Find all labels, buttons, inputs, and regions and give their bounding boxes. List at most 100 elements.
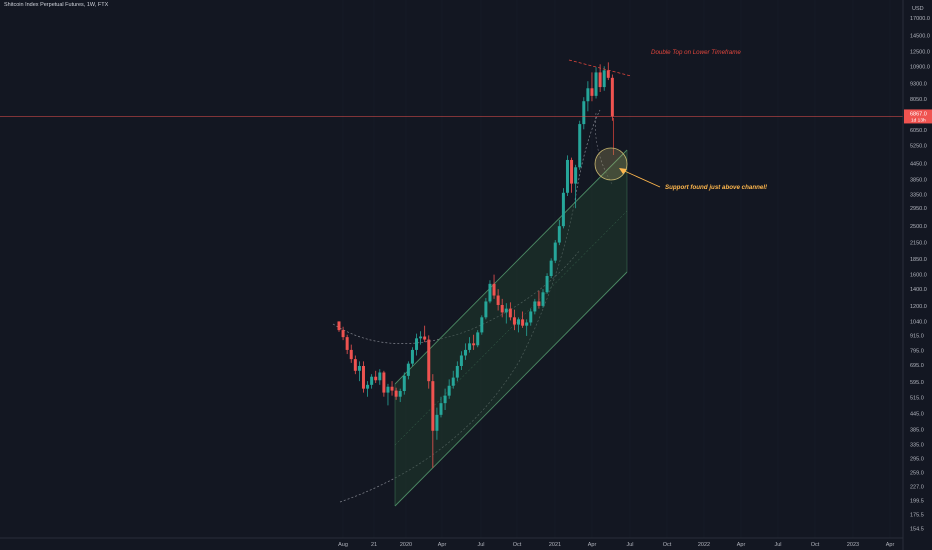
candle-body bbox=[582, 101, 586, 125]
candle-body bbox=[345, 337, 349, 350]
candle-body bbox=[476, 332, 480, 346]
countdown-label: 1d 13h bbox=[911, 117, 926, 123]
candle-body bbox=[590, 88, 594, 96]
candle-body bbox=[541, 292, 545, 306]
candle-body bbox=[427, 339, 431, 382]
symbol-header[interactable]: Shitcoin Index Perpetual Futures, 1W, FT… bbox=[4, 2, 108, 8]
candle-body bbox=[586, 88, 590, 102]
candle-body bbox=[435, 414, 439, 431]
candle-body bbox=[394, 390, 398, 397]
time-tick-label: 2022 bbox=[698, 542, 710, 548]
candlestick-series bbox=[337, 62, 614, 468]
candle-body bbox=[349, 349, 353, 360]
time-axis[interactable]: Aug 21 2020 Apr Jul Oct 2021 Apr Jul Oct 2022 Apr Ju… bbox=[0, 537, 903, 548]
time-tick-label: Apr bbox=[588, 542, 597, 548]
price-tick-label: 12500.0 bbox=[910, 49, 930, 55]
current-price-label: 6867.0 bbox=[910, 111, 927, 117]
price-tick-label: 259.0 bbox=[910, 470, 924, 476]
candle-body bbox=[451, 377, 455, 386]
candle-body bbox=[529, 311, 533, 323]
header-separator: , bbox=[83, 2, 87, 8]
candle-body bbox=[390, 386, 394, 391]
candle-body bbox=[378, 372, 382, 381]
candle-body bbox=[610, 77, 614, 117]
time-tick-label: Aug bbox=[338, 542, 348, 548]
time-tick-label: Jul bbox=[774, 542, 781, 548]
candle-body bbox=[353, 359, 357, 371]
candle-body bbox=[500, 304, 504, 313]
support-annotation[interactable]: Support found just above channel! bbox=[665, 184, 767, 191]
candle-body bbox=[374, 376, 378, 381]
price-tick-label: 14500.0 bbox=[910, 33, 930, 39]
candle-body bbox=[537, 301, 541, 306]
candle-body bbox=[606, 70, 610, 78]
price-tick-label: 1040.0 bbox=[910, 319, 927, 325]
candle-body bbox=[602, 70, 606, 88]
price-tick-label: 1850.0 bbox=[910, 257, 927, 263]
candle-body bbox=[443, 395, 447, 404]
candle-body bbox=[578, 124, 582, 168]
price-tick-label: 2500.0 bbox=[910, 224, 927, 230]
candle-body bbox=[517, 319, 521, 325]
candle-body bbox=[480, 317, 484, 333]
time-tick-label: Apr bbox=[886, 542, 895, 548]
candle-body bbox=[382, 372, 386, 393]
time-tick-label: 2020 bbox=[400, 542, 412, 548]
candle-body bbox=[386, 386, 390, 393]
price-tick-label: 10900.0 bbox=[910, 64, 930, 70]
channel-mid-line bbox=[394, 210, 628, 446]
double-top-annotation[interactable]: Double Top on Lower Timeframe bbox=[651, 49, 741, 56]
candle-body bbox=[557, 226, 561, 243]
current-price-badge bbox=[904, 109, 932, 124]
candle-body bbox=[521, 319, 525, 326]
ascending-channel[interactable] bbox=[394, 149, 628, 507]
candle-body bbox=[504, 308, 508, 313]
price-tick-label: 2950.0 bbox=[910, 206, 927, 212]
candle-body bbox=[366, 384, 370, 389]
time-tick-label: Oct bbox=[663, 542, 672, 548]
candle-body bbox=[488, 283, 492, 302]
price-tick-label: 1400.0 bbox=[910, 287, 927, 293]
price-tick-label: 915.0 bbox=[910, 333, 924, 339]
candle-body bbox=[468, 343, 472, 350]
right-curve-trendline bbox=[595, 112, 613, 185]
price-tick-label: 9300.0 bbox=[910, 82, 927, 88]
price-tick-label: 385.0 bbox=[910, 427, 924, 433]
support-arrow-line bbox=[619, 168, 661, 188]
price-tick-label: 5250.0 bbox=[910, 144, 927, 150]
candle-body bbox=[463, 349, 467, 356]
candle-body bbox=[594, 72, 598, 96]
candle-body bbox=[447, 385, 451, 396]
price-tick-label: 2150.0 bbox=[910, 241, 927, 247]
price-tick-label: 515.0 bbox=[910, 396, 924, 402]
price-tick-label: 295.0 bbox=[910, 456, 924, 462]
currency-label: USD bbox=[912, 6, 924, 12]
candle-body bbox=[415, 338, 419, 350]
candle-body bbox=[570, 159, 574, 184]
double-top-line bbox=[568, 59, 632, 77]
candle-body bbox=[525, 322, 529, 326]
price-tick-label: 4450.0 bbox=[910, 162, 927, 168]
candle-body bbox=[439, 403, 443, 415]
header-separator: , bbox=[94, 2, 98, 8]
price-axis[interactable]: 154.5 175.5 199.5 227.0 259.0 295.0 335.0 385.0… bbox=[902, 0, 930, 550]
time-tick-label: Jul bbox=[477, 542, 484, 548]
candle-body bbox=[341, 330, 345, 338]
price-tick-label: 17000.0 bbox=[910, 16, 930, 22]
time-tick-label: Oct bbox=[811, 542, 820, 548]
candle-body bbox=[370, 376, 374, 385]
candle-body bbox=[565, 159, 569, 193]
annotation-drawings[interactable]: 6867.01d 13h bbox=[0, 59, 932, 188]
candle-body bbox=[545, 276, 549, 293]
candle-body bbox=[357, 365, 361, 371]
channel-upper-line bbox=[394, 149, 628, 385]
candle-body bbox=[492, 283, 496, 296]
time-tick-label: 2023 bbox=[847, 542, 859, 548]
price-tick-label: 154.5 bbox=[910, 527, 924, 533]
candle-body bbox=[406, 363, 410, 376]
time-tick-label: 21 bbox=[371, 542, 377, 548]
candle-body bbox=[459, 355, 463, 366]
candle-body bbox=[472, 343, 476, 346]
price-tick-label: 175.5 bbox=[910, 513, 924, 519]
